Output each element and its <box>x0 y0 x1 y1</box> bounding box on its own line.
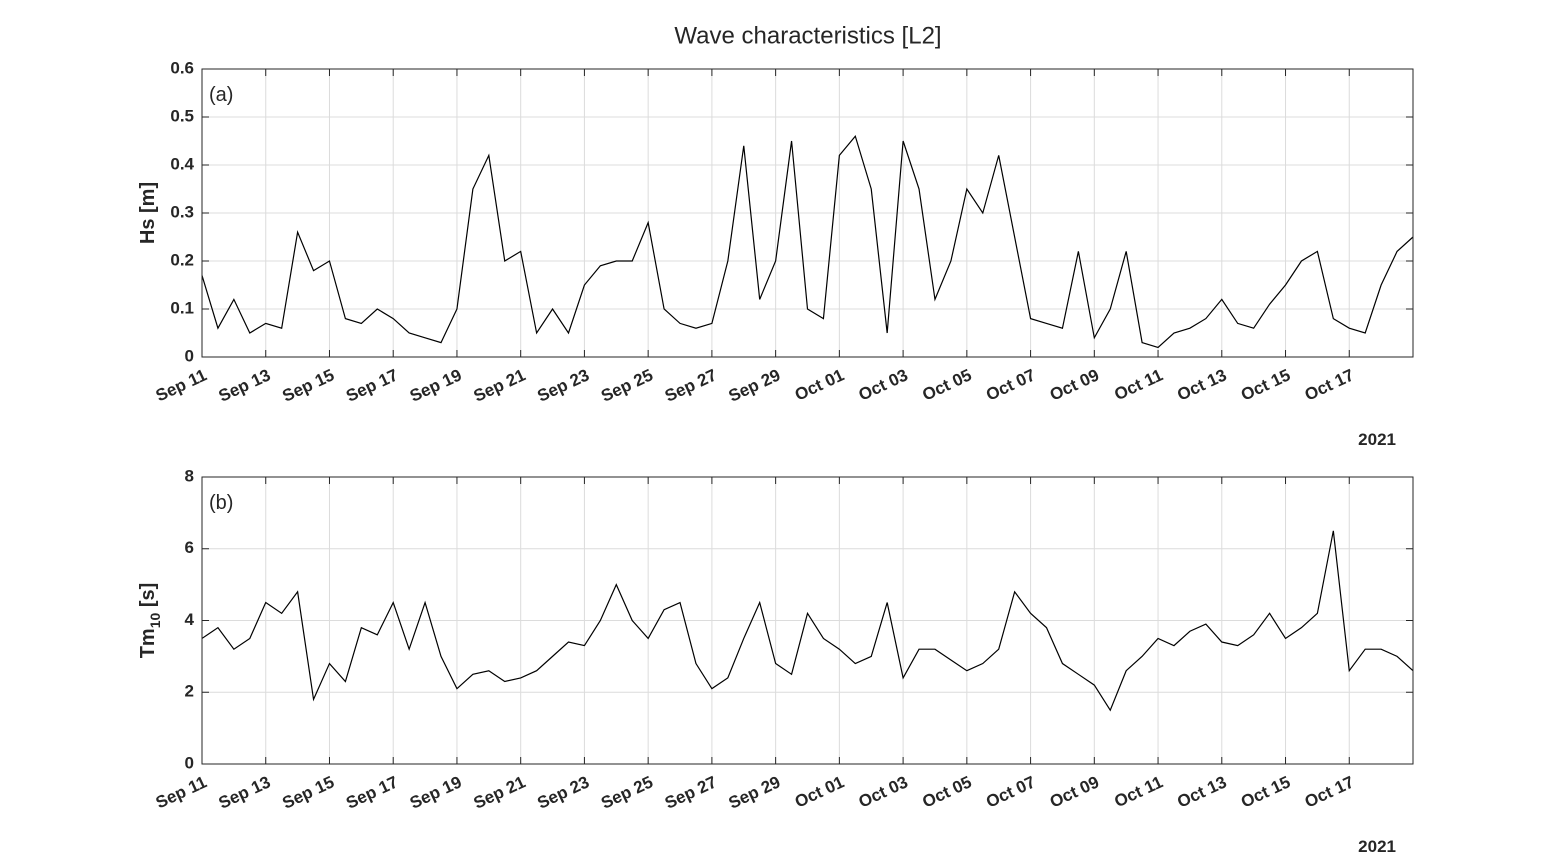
y-tick-label: 0.5 <box>170 106 194 125</box>
y-axis-label-part: 10 <box>147 613 163 629</box>
y-tick-label: 0 <box>185 753 194 772</box>
data-line <box>201 530 1414 712</box>
y-tick-label: 0.3 <box>170 202 194 221</box>
panel-label: (b) <box>209 492 233 514</box>
y-axis-label-part: Tm <box>137 628 159 658</box>
axes-box <box>201 68 1414 358</box>
y-tick-label: 8 <box>185 466 194 485</box>
y-tick-label: 4 <box>185 610 195 629</box>
y-tick-label: 0.1 <box>170 298 194 317</box>
axes-box <box>201 476 1414 765</box>
year-label: 2021 <box>1358 837 1396 856</box>
year-label: 2021 <box>1358 430 1396 449</box>
y-tick-label: 6 <box>185 538 194 557</box>
y-tick-label: 0.2 <box>170 250 194 269</box>
y-axis-label-part: [s] <box>137 583 159 613</box>
chart-title: Wave characteristics [L2] <box>674 22 941 49</box>
y-tick-label: 0 <box>185 346 194 365</box>
panel-label: (a) <box>209 84 233 106</box>
y-axis-label: Hs [m] <box>137 182 159 244</box>
data-line <box>201 134 1414 349</box>
y-axis-label: Tm10 [s] <box>137 583 163 659</box>
y-tick-label: 2 <box>185 682 194 701</box>
y-tick-label: 0.4 <box>170 154 194 173</box>
y-tick-label: 0.6 <box>170 58 194 77</box>
